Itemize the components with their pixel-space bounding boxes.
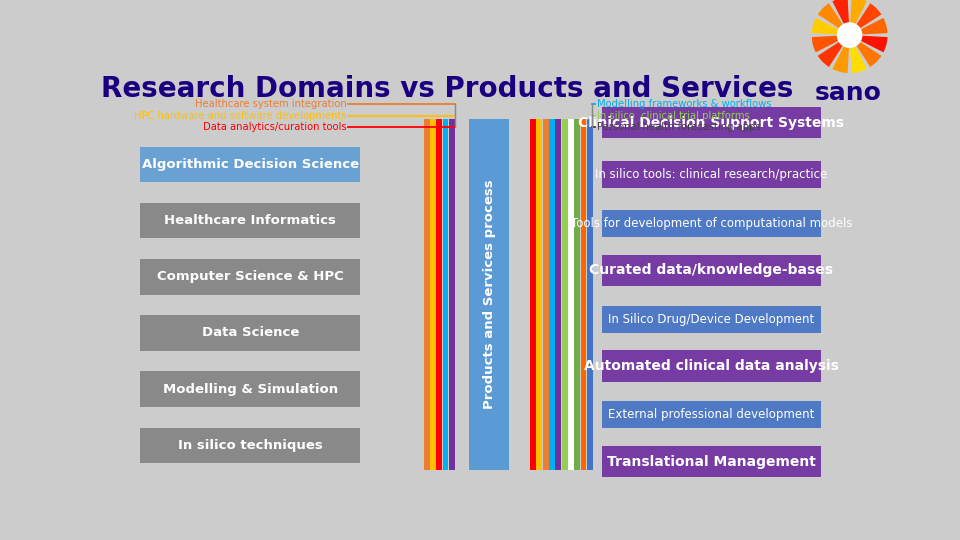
- Wedge shape: [850, 18, 887, 35]
- Bar: [602, 255, 821, 286]
- Wedge shape: [832, 0, 850, 35]
- Bar: [602, 350, 821, 382]
- Text: Healthcare system integration: Healthcare system integration: [195, 99, 347, 109]
- Bar: [574, 119, 580, 470]
- Text: Healthcare Informatics: Healthcare Informatics: [164, 214, 336, 227]
- Circle shape: [837, 23, 862, 47]
- Wedge shape: [832, 35, 850, 73]
- Bar: [443, 119, 448, 470]
- Text: Data analytics/curation tools: Data analytics/curation tools: [204, 122, 347, 132]
- Bar: [140, 203, 360, 238]
- Wedge shape: [812, 18, 850, 35]
- Wedge shape: [850, 3, 881, 35]
- Bar: [549, 119, 555, 470]
- Text: Computer Science & HPC: Computer Science & HPC: [156, 271, 344, 284]
- Bar: [581, 119, 587, 470]
- Wedge shape: [850, 0, 867, 35]
- Text: In silico  clinical trial platforms: In silico clinical trial platforms: [597, 111, 750, 120]
- Bar: [602, 401, 821, 428]
- Bar: [542, 119, 548, 470]
- Bar: [468, 119, 510, 470]
- Text: Translational Management: Translational Management: [607, 455, 816, 469]
- Wedge shape: [812, 35, 850, 52]
- Text: In silico techniques: In silico techniques: [178, 439, 323, 452]
- Text: Modelling frameworks & workflows: Modelling frameworks & workflows: [597, 99, 772, 109]
- Bar: [602, 161, 821, 188]
- Wedge shape: [818, 3, 850, 35]
- Text: sano: sano: [815, 82, 882, 105]
- Text: Research Domains vs Products and Services: Research Domains vs Products and Service…: [101, 75, 794, 103]
- Bar: [140, 259, 360, 294]
- Bar: [568, 119, 574, 470]
- Text: Automated clinical data analysis: Automated clinical data analysis: [584, 359, 839, 373]
- Bar: [587, 119, 593, 470]
- Bar: [555, 119, 562, 470]
- Text: In Silico Drug/Device Development: In Silico Drug/Device Development: [609, 313, 815, 326]
- Bar: [140, 372, 360, 407]
- Bar: [140, 315, 360, 350]
- Bar: [537, 119, 542, 470]
- Wedge shape: [818, 35, 850, 67]
- Wedge shape: [850, 35, 867, 73]
- Bar: [449, 119, 455, 470]
- Text: Algorithmic Decision Science: Algorithmic Decision Science: [142, 158, 359, 171]
- Text: Curated data/knowledge-bases: Curated data/knowledge-bases: [589, 264, 833, 278]
- Bar: [140, 147, 360, 183]
- Bar: [530, 119, 536, 470]
- Bar: [140, 428, 360, 463]
- Text: Products and Services process: Products and Services process: [483, 180, 495, 409]
- Bar: [602, 306, 821, 333]
- Text: In silico tools: clinical research/practice: In silico tools: clinical research/pract…: [595, 168, 828, 181]
- Text: HPC hardware and software developments: HPC hardware and software developments: [134, 111, 347, 120]
- Bar: [602, 211, 821, 238]
- Text: External professional development: External professional development: [609, 408, 815, 421]
- Bar: [436, 119, 443, 470]
- Text: Modelling & Simulation: Modelling & Simulation: [162, 383, 338, 396]
- Text: Tools for development of computational models: Tools for development of computational m…: [571, 217, 852, 231]
- Bar: [562, 119, 567, 470]
- Bar: [423, 119, 429, 470]
- Wedge shape: [850, 35, 887, 52]
- Text: Personal health forecasting apps: Personal health forecasting apps: [597, 122, 760, 132]
- Bar: [602, 107, 821, 138]
- Text: Data Science: Data Science: [202, 327, 299, 340]
- Bar: [602, 446, 821, 477]
- Wedge shape: [850, 35, 881, 67]
- Text: Clinical Decision Support Systems: Clinical Decision Support Systems: [579, 116, 845, 130]
- Bar: [430, 119, 436, 470]
